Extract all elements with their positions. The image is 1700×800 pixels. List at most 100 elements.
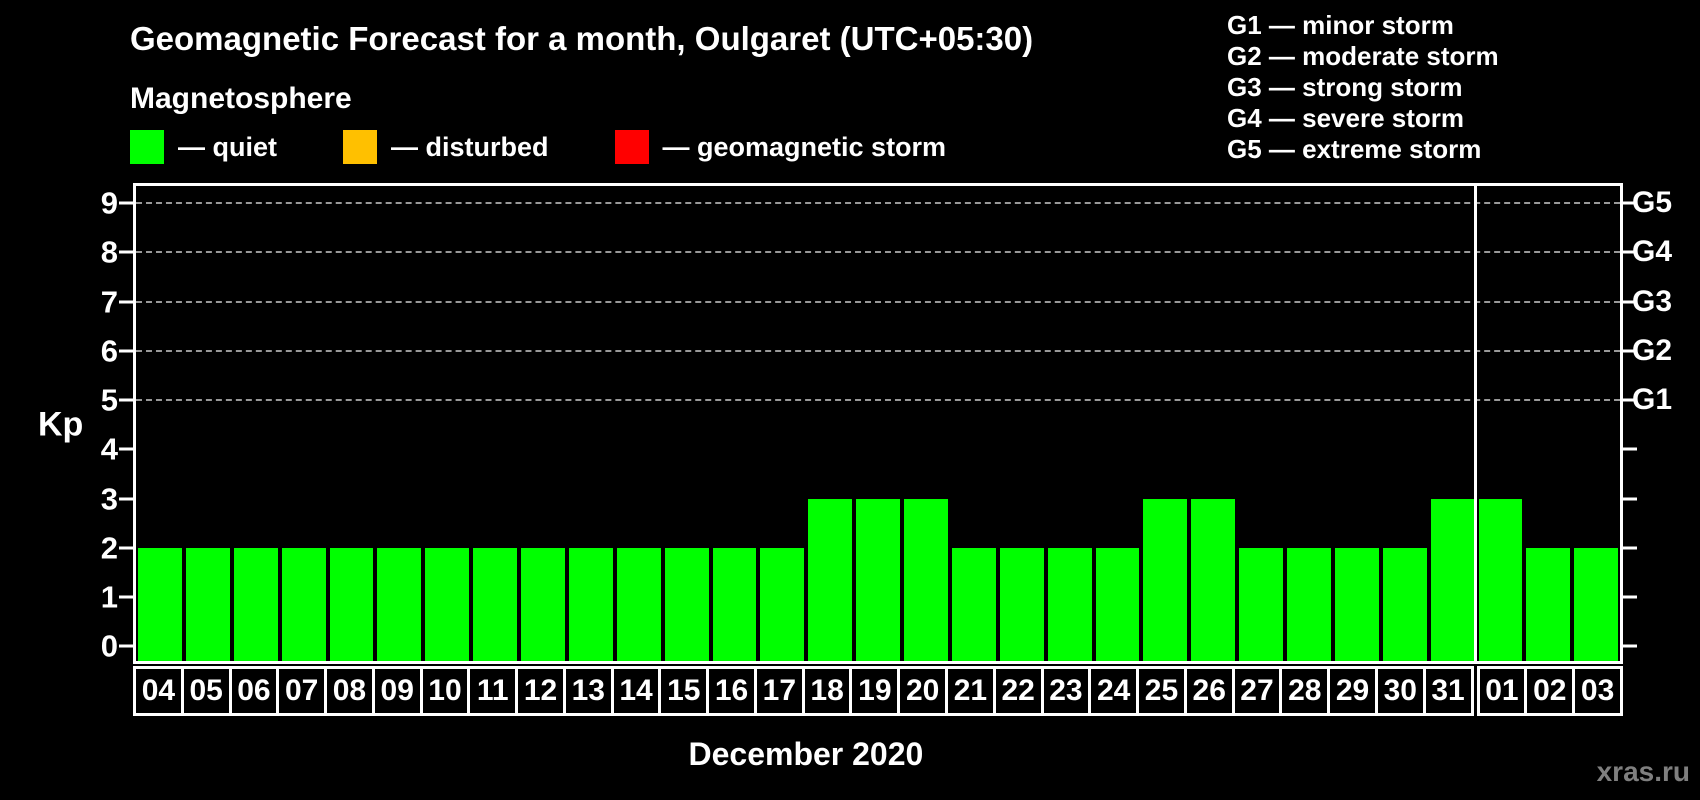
magnetosphere-legend: — quiet — disturbed — geomagnetic storm — [130, 130, 946, 164]
x-axis-day-labels: 04 05 06 07 08 09 10 11 12 13 14 15 16 17 18 19 20 21 22 23… — [133, 666, 1623, 716]
day-cell-26: 26 — [1187, 669, 1235, 713]
storm-legend-line-2: G2 — moderate storm — [1227, 41, 1499, 71]
bar-slot-27 — [1237, 186, 1285, 661]
legend-swatch-disturbed — [343, 130, 377, 164]
right-tick-9 — [1623, 201, 1637, 205]
kp-bar-day-22 — [999, 547, 1044, 661]
bar-slot-19 — [854, 186, 902, 661]
bar-slot-02 — [1524, 186, 1572, 661]
storm-legend-line-5: G5 — extreme storm — [1227, 134, 1482, 164]
legend-swatch-quiet — [130, 130, 164, 164]
kp-bar-day-17 — [760, 547, 805, 661]
right-tick-1 — [1623, 595, 1637, 599]
storm-legend-line-1: G1 — minor storm — [1227, 10, 1454, 40]
g-level-label-g4: G4 — [1632, 235, 1673, 269]
day-cell-29: 29 — [1330, 669, 1378, 713]
bar-slot-28 — [1285, 186, 1333, 661]
kp-tick-label-7: 7 — [100, 284, 118, 320]
gridline-kp-8 — [136, 251, 1620, 254]
kp-bar-day-19 — [856, 498, 900, 661]
left-tick-0 — [119, 644, 133, 648]
gridline-kp-9 — [136, 202, 1620, 205]
day-cell-25: 25 — [1139, 669, 1187, 713]
kp-bar-day-24 — [1095, 547, 1140, 661]
right-tick-4 — [1623, 447, 1637, 451]
chart-title: Geomagnetic Forecast for a month, Oulgar… — [130, 20, 1034, 57]
bar-slot-12 — [519, 186, 567, 661]
day-cell-04: 04 — [136, 669, 184, 713]
bar-slot-29 — [1333, 186, 1381, 661]
bar-slot-23 — [1046, 186, 1094, 661]
kp-bar-day-14 — [616, 547, 661, 661]
day-cell-14: 14 — [614, 669, 662, 713]
bar-slot-15 — [663, 186, 711, 661]
legend-label-disturbed: — disturbed — [391, 131, 549, 162]
legend-label-quiet: — quiet — [178, 131, 277, 162]
bar-slot-07 — [280, 186, 328, 661]
day-cell-28: 28 — [1282, 669, 1331, 713]
kp-bar-day-29 — [1334, 547, 1379, 661]
kp-bar-day-18 — [808, 498, 853, 661]
magnetosphere-legend-heading: Magnetosphere — [130, 82, 352, 115]
right-tick-7 — [1623, 300, 1637, 304]
legend-item-disturbed: — disturbed — [343, 130, 549, 164]
day-cell-06: 06 — [232, 669, 280, 713]
right-tick-5 — [1623, 398, 1637, 402]
watermark: xras.ru — [1596, 756, 1690, 787]
day-cell-30: 30 — [1378, 669, 1426, 713]
storm-legend-line-4: G4 — severe storm — [1227, 103, 1465, 133]
kp-bar-day-11 — [473, 547, 517, 661]
kp-bar-day-03 — [1574, 547, 1619, 661]
kp-tick-label-1: 1 — [100, 579, 118, 615]
kp-bar-day-23 — [1047, 547, 1092, 661]
legend-item-quiet: — quiet — [130, 130, 277, 164]
kp-tick-label-8: 8 — [100, 234, 118, 270]
kp-bar-day-31 — [1430, 498, 1475, 661]
kp-bar-day-21 — [951, 547, 996, 661]
bars-layer — [136, 186, 1620, 661]
day-cell-03: 03 — [1580, 674, 1615, 707]
day-cell-02: 02 — [1527, 669, 1576, 713]
kp-bar-day-02 — [1526, 547, 1571, 661]
bar-slot-01 — [1477, 186, 1525, 661]
day-cell-18: 18 — [805, 669, 853, 713]
day-group-january: 01 02 03 — [1476, 666, 1623, 716]
kp-bar-day-08 — [329, 547, 374, 661]
day-cell-20: 20 — [900, 669, 949, 713]
bar-slot-03 — [1572, 186, 1620, 661]
kp-bar-day-01 — [1478, 498, 1523, 661]
g-level-label-g1: G1 — [1632, 383, 1673, 417]
day-cell-10: 10 — [423, 669, 471, 713]
bar-slot-13 — [567, 186, 615, 661]
bar-slot-18 — [806, 186, 854, 661]
gridline-kp-7 — [136, 300, 1620, 303]
month-label: December 2020 — [688, 736, 924, 772]
left-tick-4 — [119, 447, 133, 451]
kp-bar-day-13 — [568, 547, 613, 661]
kp-bar-day-04 — [138, 547, 182, 661]
day-cell-09: 09 — [375, 669, 423, 713]
month-boundary-line — [1474, 186, 1478, 661]
bar-slot-17 — [758, 186, 806, 661]
kp-bar-day-06 — [233, 547, 278, 661]
kp-bar-day-30 — [1382, 547, 1427, 661]
gridline-kp-6 — [136, 349, 1620, 352]
kp-bar-day-09 — [377, 547, 422, 661]
right-tick-3 — [1623, 497, 1637, 501]
left-tick-1 — [119, 595, 133, 599]
kp-bar-day-25 — [1143, 498, 1188, 661]
left-tick-3 — [119, 497, 133, 501]
day-cell-08: 08 — [327, 669, 375, 713]
day-group-december: 04 05 06 07 08 09 10 11 12 13 14 15 16 17 18 19 20 21 22 23… — [133, 666, 1474, 716]
g-level-label-g5: G5 — [1632, 186, 1673, 220]
bar-slot-30 — [1381, 186, 1429, 661]
left-tick-6 — [119, 349, 133, 353]
right-tick-8 — [1623, 250, 1637, 254]
kp-bar-day-15 — [664, 547, 709, 661]
bar-slot-08 — [328, 186, 376, 661]
day-cell-15: 15 — [661, 669, 710, 713]
bar-slot-14 — [615, 186, 663, 661]
storm-legend-line-3: G3 — strong storm — [1227, 72, 1463, 102]
bar-slot-20 — [902, 186, 950, 661]
kp-bar-day-20 — [904, 498, 948, 661]
